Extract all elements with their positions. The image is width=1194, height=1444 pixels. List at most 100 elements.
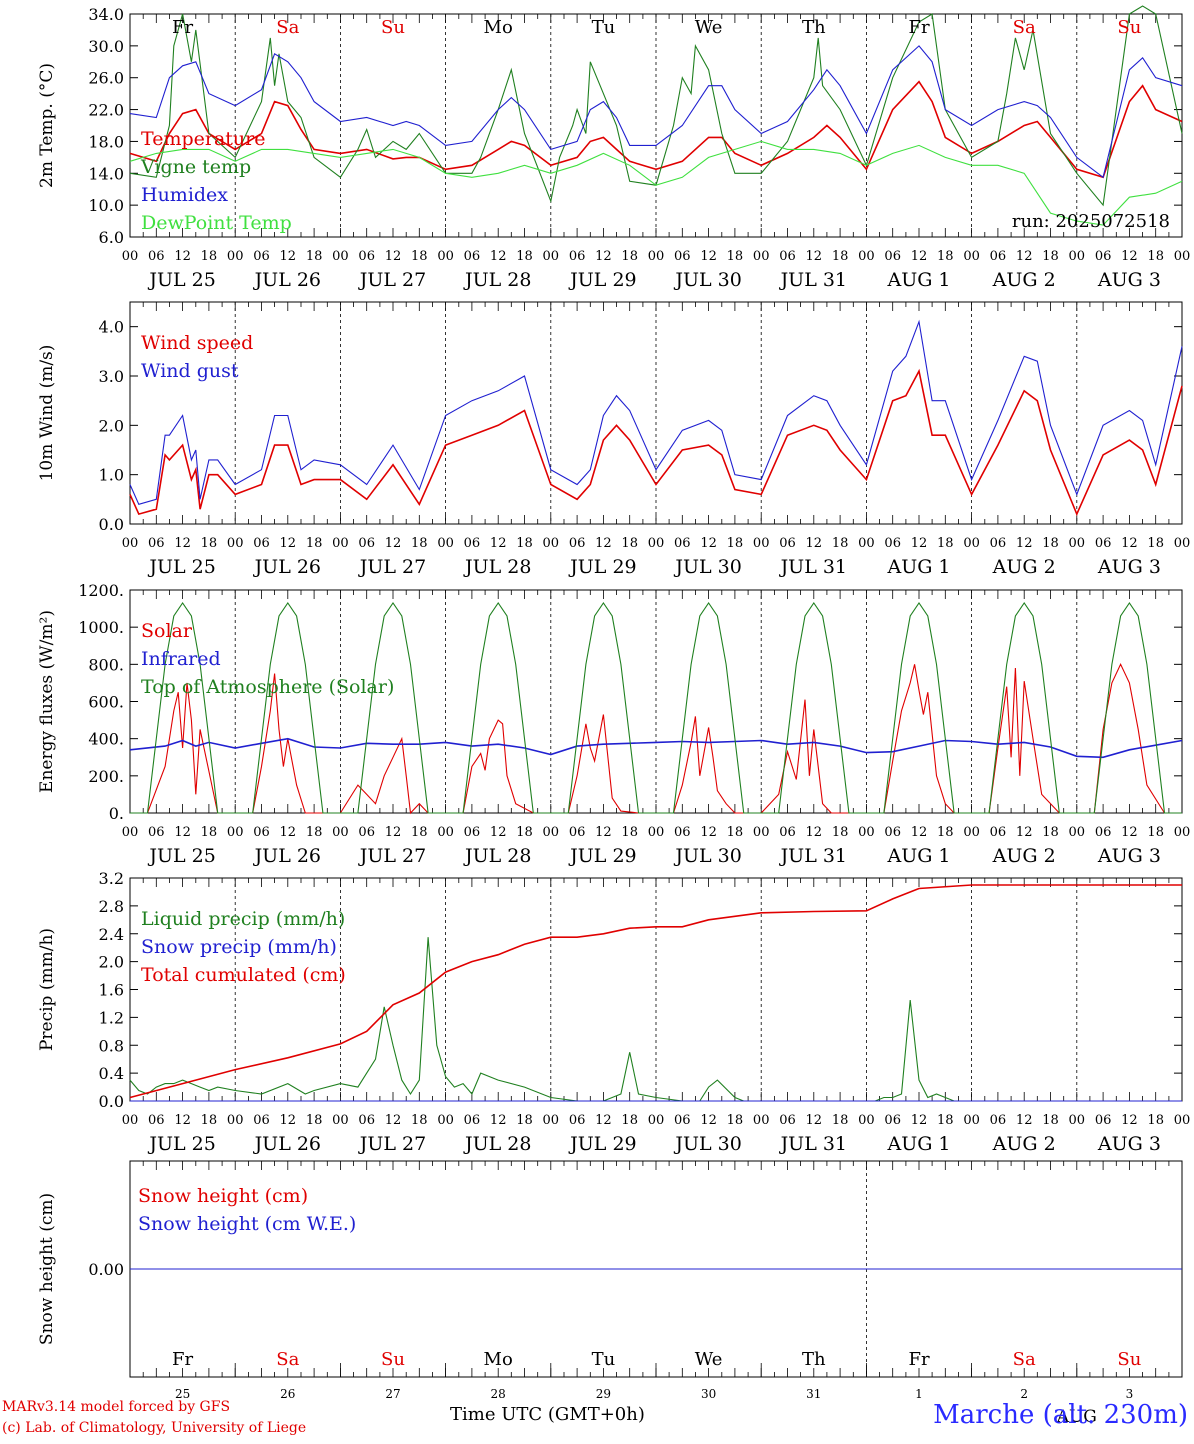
weekday-label: Su <box>1117 1349 1141 1370</box>
hour-tick-label: 06 <box>148 249 165 264</box>
hour-tick-label: 06 <box>1095 1113 1112 1128</box>
hour-tick-label: 00 <box>753 1113 770 1128</box>
date-label: JUL 25 <box>147 1133 215 1155</box>
hour-tick-label: 00 <box>543 1113 560 1128</box>
date-label: JUL 31 <box>779 269 847 291</box>
hour-tick-label: 12 <box>1016 249 1033 264</box>
hour-tick-label: 18 <box>201 1113 218 1128</box>
hour-tick-label: 18 <box>832 536 849 551</box>
day-number-label: 27 <box>385 1387 400 1401</box>
hour-tick-label: 06 <box>253 825 270 840</box>
day-number-label: 2 <box>1020 1387 1028 1401</box>
hour-tick-label: 12 <box>1016 536 1033 551</box>
hour-tick-label: 12 <box>1121 1113 1138 1128</box>
hour-tick-label: 06 <box>1095 249 1112 264</box>
hour-tick-label: 06 <box>464 249 481 264</box>
legend-entry: Snow precip (mm/h) <box>141 936 337 958</box>
hour-tick-label: 00 <box>1069 536 1086 551</box>
hour-tick-label: 00 <box>963 536 980 551</box>
date-label: JUL 30 <box>673 269 741 291</box>
y-tick-label: 22.0 <box>88 101 124 120</box>
series-line-temp <box>129 140 1183 226</box>
hour-tick-label: 00 <box>437 825 454 840</box>
date-label: JUL 26 <box>253 845 321 867</box>
hour-tick-label: 18 <box>1147 536 1164 551</box>
date-label: JUL 30 <box>673 556 741 578</box>
date-label: AUG 3 <box>1097 845 1161 867</box>
hour-tick-label: 12 <box>806 249 823 264</box>
day-number-label: 26 <box>280 1387 295 1401</box>
date-label: JUL 30 <box>673 1133 741 1155</box>
hour-tick-label: 12 <box>1016 1113 1033 1128</box>
day-number-label: 28 <box>491 1387 506 1401</box>
hour-tick-label: 18 <box>306 825 323 840</box>
x-ticks-flux <box>129 590 1183 813</box>
y-tick-label: 14.0 <box>88 164 124 183</box>
date-label: JUL 28 <box>463 845 531 867</box>
legend-entry: Snow height (cm) <box>138 1185 308 1207</box>
y-tick-label: 6.0 <box>99 228 124 247</box>
y-tick-label: 1200. <box>78 581 124 600</box>
date-label: AUG 1 <box>886 556 950 578</box>
hour-tick-label: 00 <box>648 825 665 840</box>
hour-tick-label: 18 <box>1042 536 1059 551</box>
station-name: Marche (alt. 230m) <box>933 1400 1188 1430</box>
hour-tick-label: 00 <box>227 536 244 551</box>
hour-tick-label: 18 <box>411 249 428 264</box>
hour-tick-label: 12 <box>280 1113 297 1128</box>
hour-tick-label: 12 <box>174 249 191 264</box>
hour-tick-label: 12 <box>385 1113 402 1128</box>
hour-tick-label: 00 <box>753 825 770 840</box>
y-tick-label: 0. <box>109 804 124 823</box>
y-tick-label: 1000. <box>78 618 124 637</box>
hour-tick-label: 06 <box>148 825 165 840</box>
legend-entry: Wind speed <box>141 332 253 354</box>
lab-credit: (c) Lab. of Climatology, University of L… <box>2 1420 307 1436</box>
hour-tick-label: 18 <box>727 825 744 840</box>
series-line-flux <box>130 602 1182 814</box>
hour-tick-label: 12 <box>700 249 717 264</box>
hour-tick-label: 06 <box>253 536 270 551</box>
y-tick-label: 3.0 <box>99 367 124 386</box>
date-label: JUL 25 <box>147 269 215 291</box>
hour-tick-label: 12 <box>174 1113 191 1128</box>
legend-entry: Infrared <box>141 648 221 670</box>
hour-tick-label: 00 <box>332 536 349 551</box>
hour-tick-label: 06 <box>990 825 1007 840</box>
model-credit: MARv3.14 model forced by GFS <box>2 1399 231 1415</box>
legend-entry: Solar <box>141 620 193 642</box>
hour-tick-label: 06 <box>990 1113 1007 1128</box>
hour-tick-label: 12 <box>490 825 507 840</box>
y-axis-label: 10m Wind (m/s) <box>37 345 57 482</box>
hour-tick-label: 12 <box>700 825 717 840</box>
date-label: AUG 3 <box>1097 1133 1161 1155</box>
legend-entry: Liquid precip (mm/h) <box>141 908 345 930</box>
hour-tick-label: 00 <box>227 825 244 840</box>
date-label: JUL 31 <box>779 556 847 578</box>
hour-tick-label: 00 <box>122 249 139 264</box>
y-axis-label: Snow height (cm) <box>37 1193 57 1345</box>
hour-tick-label: 00 <box>437 249 454 264</box>
hour-tick-label: 00 <box>1174 536 1191 551</box>
weekday-label: Sa <box>276 17 299 38</box>
series-line-wind <box>129 319 1183 505</box>
hour-tick-label: 12 <box>911 825 928 840</box>
weekday-label: Th <box>802 1349 826 1370</box>
day-number-label: 31 <box>806 1387 821 1401</box>
weekday-label: We <box>695 17 723 38</box>
hour-tick-label: 18 <box>727 249 744 264</box>
hour-tick-label: 06 <box>779 825 796 840</box>
hour-tick-label: 12 <box>1121 825 1138 840</box>
hour-tick-label: 06 <box>990 249 1007 264</box>
hour-tick-label: 18 <box>621 249 638 264</box>
y-tick-label: 10.0 <box>88 196 124 215</box>
y-tick-label: 18.0 <box>88 132 124 151</box>
date-label: AUG 3 <box>1097 556 1161 578</box>
day-number-label: 29 <box>596 1387 611 1401</box>
hour-tick-label: 18 <box>516 825 533 840</box>
y-tick-label: 800. <box>88 655 124 674</box>
date-label: AUG 2 <box>992 1133 1056 1155</box>
hour-tick-label: 12 <box>1121 249 1138 264</box>
hour-tick-label: 12 <box>490 249 507 264</box>
